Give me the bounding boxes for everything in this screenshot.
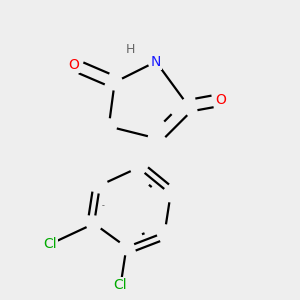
Text: O: O	[68, 58, 79, 72]
Text: Cl: Cl	[43, 237, 57, 251]
Text: H: H	[126, 44, 136, 56]
Text: O: O	[215, 93, 226, 107]
Text: Cl: Cl	[114, 278, 128, 292]
Text: N: N	[151, 55, 161, 69]
